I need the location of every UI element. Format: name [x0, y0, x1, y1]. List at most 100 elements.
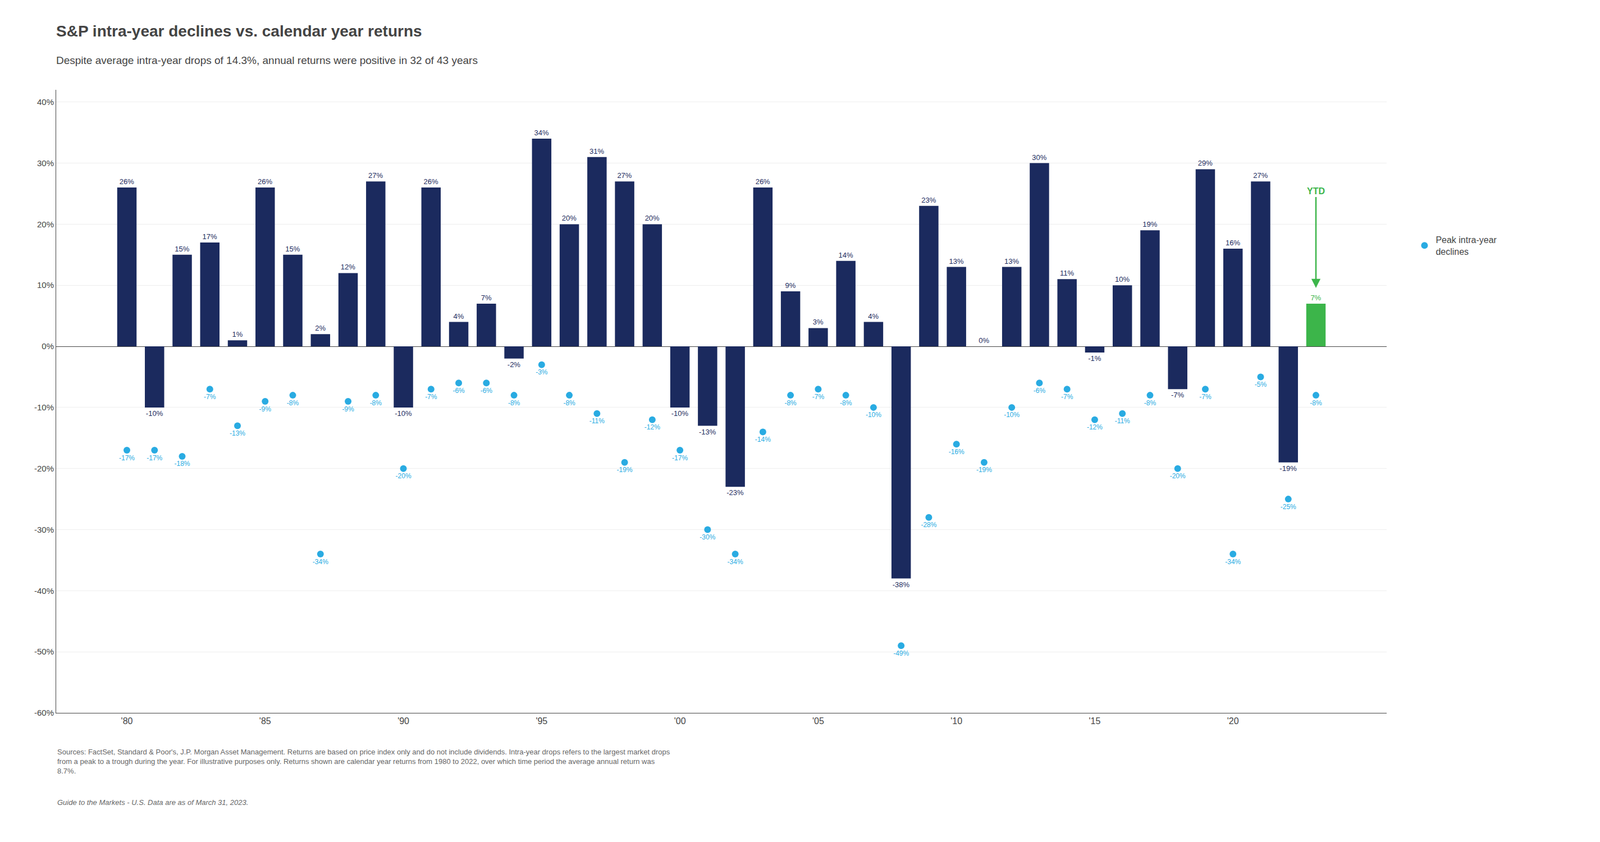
svg-text:-17%: -17% [146, 454, 163, 463]
svg-text:-18%: -18% [174, 459, 191, 468]
svg-text:'80: '80 [121, 716, 134, 726]
svg-text:17%: 17% [202, 232, 218, 241]
svg-text:-20%: -20% [395, 472, 412, 480]
svg-text:'85: '85 [259, 716, 272, 726]
svg-text:-6%: -6% [480, 386, 493, 395]
svg-text:-34%: -34% [727, 558, 744, 566]
svg-text:12%: 12% [340, 262, 356, 272]
svg-text:-20%: -20% [34, 463, 54, 474]
svg-text:-9%: -9% [341, 405, 355, 414]
svg-text:-3%: -3% [535, 368, 548, 377]
svg-text:-12%: -12% [644, 423, 661, 432]
svg-text:'90: '90 [397, 716, 410, 726]
svg-text:4%: 4% [453, 312, 464, 321]
svg-text:-10%: -10% [671, 409, 689, 418]
svg-text:19%: 19% [1142, 220, 1158, 229]
svg-text:26%: 26% [257, 177, 273, 186]
svg-text:40%: 40% [37, 97, 54, 107]
svg-text:1%: 1% [231, 330, 243, 339]
svg-text:-16%: -16% [948, 448, 965, 456]
svg-text:31%: 31% [589, 147, 605, 156]
svg-text:11%: 11% [1059, 268, 1074, 278]
svg-text:23%: 23% [921, 195, 936, 205]
svg-text:-8%: -8% [839, 399, 853, 408]
svg-text:Peak intra-yeardeclines: Peak intra-yeardeclines [1435, 235, 1497, 257]
svg-text:S&P intra-year declines vs. ca: S&P intra-year declines vs. calendar yea… [56, 22, 423, 40]
svg-text:27%: 27% [616, 171, 632, 180]
svg-text:-7%: -7% [1199, 392, 1212, 401]
svg-text:'05: '05 [812, 716, 825, 726]
svg-text:30%: 30% [37, 158, 54, 168]
svg-text:Guide to the Markets - U.S. Da: Guide to the Markets - U.S. Data are as … [57, 798, 249, 807]
svg-text:-8%: -8% [508, 399, 521, 408]
svg-text:-30%: -30% [34, 524, 54, 535]
svg-text:2%: 2% [314, 323, 326, 333]
svg-text:YTD: YTD [1306, 186, 1325, 196]
svg-text:26%: 26% [423, 177, 439, 186]
svg-text:3%: 3% [812, 317, 824, 327]
svg-text:4%: 4% [867, 312, 879, 321]
svg-text:-19%: -19% [1279, 464, 1297, 473]
svg-text:Despite average intra-year dro: Despite average intra-year drops of 14.3… [56, 54, 478, 67]
svg-text:10%: 10% [37, 280, 54, 290]
svg-text:-5%: -5% [1254, 380, 1268, 389]
svg-text:-17%: -17% [119, 454, 135, 463]
svg-text:'20: '20 [1227, 716, 1240, 726]
svg-text:-10%: -10% [34, 402, 54, 413]
svg-text:-34%: -34% [312, 558, 329, 566]
svg-text:-60%: -60% [34, 707, 54, 718]
svg-text:29%: 29% [1198, 158, 1213, 168]
svg-text:10%: 10% [1114, 275, 1130, 284]
svg-text:-7%: -7% [424, 392, 438, 401]
svg-text:14%: 14% [838, 250, 853, 260]
svg-text:-28%: -28% [920, 520, 937, 529]
svg-text:20%: 20% [645, 213, 660, 223]
svg-text:Sources: FactSet, Standard & P: Sources: FactSet, Standard & Poor's, J.P… [57, 747, 671, 776]
svg-text:-10%: -10% [865, 410, 882, 419]
svg-text:-7%: -7% [203, 392, 217, 401]
svg-text:9%: 9% [785, 281, 797, 290]
svg-text:-7%: -7% [812, 392, 825, 401]
svg-text:-13%: -13% [698, 427, 717, 437]
svg-text:-8%: -8% [369, 399, 383, 408]
svg-text:-8%: -8% [784, 399, 797, 408]
svg-text:26%: 26% [755, 177, 771, 186]
svg-text:-10%: -10% [394, 409, 413, 418]
svg-text:-13%: -13% [229, 429, 246, 438]
svg-text:-8%: -8% [1144, 399, 1157, 408]
svg-text:0%: 0% [41, 341, 54, 351]
svg-text:-38%: -38% [892, 580, 911, 589]
svg-text:-6%: -6% [452, 386, 465, 395]
svg-text:-7%: -7% [1171, 390, 1185, 400]
svg-text:-10%: -10% [1003, 410, 1020, 419]
svg-text:-11%: -11% [589, 417, 605, 425]
svg-text:'00: '00 [674, 716, 687, 726]
svg-text:-50%: -50% [34, 646, 54, 657]
svg-text:'95: '95 [535, 716, 548, 726]
svg-text:13%: 13% [1004, 257, 1019, 266]
svg-text:-12%: -12% [1086, 423, 1103, 432]
svg-text:-49%: -49% [893, 649, 909, 658]
svg-text:-20%: -20% [1169, 472, 1186, 480]
svg-text:7%: 7% [1310, 293, 1321, 303]
svg-text:30%: 30% [1031, 153, 1047, 162]
svg-text:-6%: -6% [1033, 386, 1046, 395]
svg-text:-8%: -8% [1309, 399, 1323, 408]
svg-text:16%: 16% [1225, 238, 1241, 248]
svg-text:-40%: -40% [34, 586, 54, 596]
svg-text:-30%: -30% [699, 533, 716, 542]
svg-text:34%: 34% [534, 128, 550, 137]
svg-text:-8%: -8% [286, 399, 300, 408]
svg-text:20%: 20% [561, 213, 577, 223]
svg-text:-17%: -17% [672, 454, 688, 463]
svg-text:-8%: -8% [563, 399, 576, 408]
svg-text:0%: 0% [978, 336, 990, 345]
svg-text:27%: 27% [1253, 171, 1268, 180]
svg-text:-23%: -23% [726, 488, 744, 497]
svg-text:15%: 15% [174, 244, 190, 254]
svg-text:26%: 26% [119, 177, 135, 186]
svg-text:-25%: -25% [1280, 503, 1297, 511]
svg-text:7%: 7% [481, 293, 492, 303]
svg-text:-9%: -9% [259, 405, 272, 414]
svg-text:-1%: -1% [1088, 354, 1102, 363]
